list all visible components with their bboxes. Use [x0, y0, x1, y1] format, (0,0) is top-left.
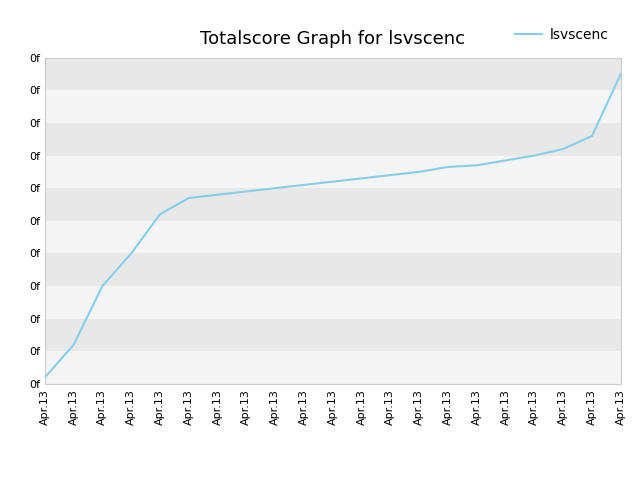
lsvscenc [387, 172, 394, 178]
lsvscenc [358, 176, 365, 181]
Bar [45, 156, 621, 188]
lsvscenc [559, 146, 567, 152]
Bar [45, 286, 621, 319]
lsvscenc [156, 211, 164, 217]
lsvscenc [127, 251, 135, 256]
Bar [45, 221, 621, 253]
lsvscenc [271, 185, 279, 191]
Bar [45, 253, 621, 286]
lsvscenc [329, 179, 337, 184]
lsvscenc [185, 195, 193, 201]
lsvscenc [214, 192, 221, 198]
lsvscenc [300, 182, 308, 188]
lsvscenc [444, 164, 452, 170]
lsvscenc [41, 374, 49, 380]
Bar [45, 319, 621, 351]
Line: lsvscenc: lsvscenc [45, 74, 621, 377]
Bar [45, 123, 621, 156]
lsvscenc [502, 157, 509, 163]
lsvscenc [70, 342, 77, 348]
Title: Totalscore Graph for lsvscenc: Totalscore Graph for lsvscenc [200, 30, 465, 48]
Bar [45, 90, 621, 123]
Legend: lsvscenc: lsvscenc [509, 22, 614, 47]
lsvscenc [473, 162, 481, 168]
Bar [45, 188, 621, 221]
lsvscenc [617, 71, 625, 77]
Bar [45, 351, 621, 384]
Bar [45, 58, 621, 90]
lsvscenc [531, 153, 538, 158]
lsvscenc [99, 283, 106, 289]
lsvscenc [588, 133, 596, 139]
lsvscenc [415, 169, 423, 175]
lsvscenc [243, 189, 250, 194]
